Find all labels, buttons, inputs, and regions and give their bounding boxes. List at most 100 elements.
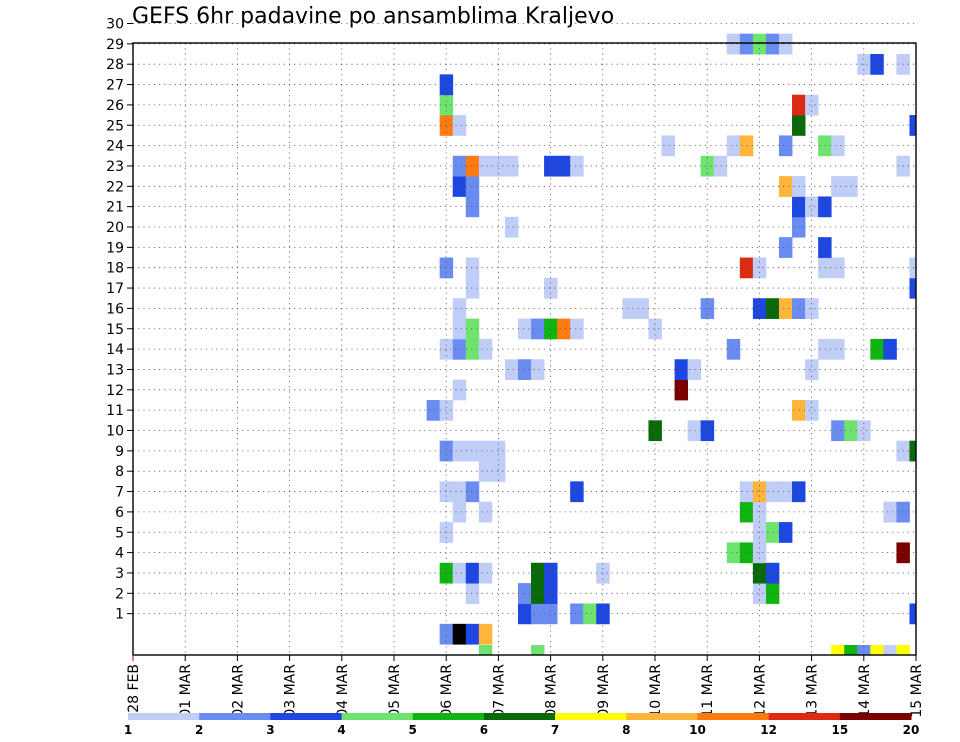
x-tick-label: 05 MAR — [387, 664, 403, 718]
y-tick-label: 10 — [106, 424, 124, 440]
precip-cell — [478, 440, 493, 462]
precip-cell — [465, 583, 480, 604]
precip-cell — [478, 461, 493, 482]
precip-cell — [452, 562, 467, 584]
y-tick-label: 30 — [106, 17, 124, 33]
y-tick-label: 20 — [106, 220, 124, 236]
precip-cell — [452, 440, 467, 462]
y-tick-label: 1 — [115, 607, 124, 623]
precip-cell — [831, 135, 845, 157]
precip-cell — [596, 603, 610, 625]
x-tick-label: 04 MAR — [335, 664, 351, 718]
colorbar-label: 20 — [903, 723, 920, 737]
precip-cell — [739, 257, 754, 279]
precip-cell — [896, 645, 910, 656]
precip-cell — [831, 645, 845, 656]
precip-cell — [517, 359, 532, 381]
precip-cell — [752, 583, 767, 604]
precip-cell — [661, 135, 675, 157]
precip-cell — [478, 338, 493, 360]
y-tick-label: 13 — [106, 362, 124, 378]
y-tick-label: 28 — [106, 57, 124, 73]
precip-cell — [426, 399, 441, 421]
precip-cell — [531, 562, 545, 584]
x-tick-label: 02 MAR — [230, 664, 246, 718]
precip-cell — [452, 501, 467, 523]
precip-cell — [739, 501, 754, 523]
y-tick-label: 21 — [106, 200, 124, 216]
precip-cell — [491, 461, 506, 482]
colorbar-swatch — [768, 713, 841, 720]
x-tick-label: 11 MAR — [700, 664, 716, 718]
chart-title: GEFS 6hr padavine po ansamblima Kraljevo — [132, 4, 615, 29]
x-tick-label: 03 MAR — [283, 664, 299, 718]
precip-cell — [478, 501, 493, 523]
precip-cell — [465, 277, 480, 299]
precip-cell — [883, 338, 897, 360]
precip-cell — [465, 481, 480, 503]
y-axis: 1234567891011121314151617181920212223242… — [106, 17, 133, 623]
precip-cell — [465, 155, 480, 177]
x-tick-label: 01 MAR — [178, 664, 194, 718]
colorbar-swatch — [697, 713, 770, 720]
x-tick-label: 08 MAR — [544, 664, 560, 718]
precip-cell — [531, 603, 545, 625]
precip-cell — [531, 318, 545, 340]
colorbar-label: 4 — [337, 723, 345, 737]
precip-cell — [687, 359, 702, 381]
precip-cell — [531, 359, 545, 381]
precip-cell — [700, 420, 715, 442]
y-tick-label: 7 — [115, 485, 124, 501]
precip-cell — [883, 645, 897, 656]
colorbar-label: 10 — [689, 723, 706, 737]
y-tick-label: 15 — [106, 322, 124, 338]
y-tick-label: 29 — [106, 37, 124, 53]
precip-cell — [491, 155, 506, 177]
x-tick-label: 12 MAR — [752, 664, 768, 718]
colorbar-swatch — [199, 713, 271, 720]
precip-cell — [805, 359, 819, 381]
colorbar-swatch — [555, 713, 627, 720]
precip-cell — [452, 176, 467, 197]
precip-cell — [739, 542, 754, 564]
precip-cell — [648, 318, 662, 340]
y-tick-label: 23 — [106, 159, 124, 175]
y-tick-label: 12 — [106, 383, 124, 399]
colorbar: 1 2 3 4 5 6 7 8 10 12 15 20 — [124, 713, 920, 737]
precip-cell — [544, 562, 558, 584]
y-tick-label: 17 — [106, 281, 124, 297]
y-tick-label: 26 — [106, 98, 124, 114]
precip-cell — [465, 338, 480, 360]
precip-cell — [439, 338, 454, 360]
precip-cell — [439, 440, 454, 462]
precip-cell — [557, 155, 571, 177]
y-tick-label: 8 — [115, 464, 124, 480]
precip-cell — [909, 603, 917, 625]
precip-cell — [570, 603, 584, 625]
x-tick-label: 13 MAR — [805, 664, 821, 718]
colorbar-label: 12 — [760, 723, 777, 737]
precip-cell — [465, 318, 480, 340]
x-tick-label: 09 MAR — [596, 664, 612, 718]
precip-cell — [909, 257, 917, 279]
y-tick-label: 2 — [115, 586, 124, 602]
y-tick-label: 16 — [106, 301, 124, 317]
precip-cell — [439, 94, 454, 116]
precip-cell — [700, 155, 715, 177]
x-tick-label: 07 MAR — [491, 664, 507, 718]
precip-cell — [465, 562, 480, 584]
precip-cell — [857, 645, 871, 656]
y-tick-label: 25 — [106, 118, 124, 134]
precip-cell — [544, 155, 558, 177]
precip-cell — [909, 115, 917, 136]
precip-cell — [439, 257, 454, 279]
precip-cell — [439, 115, 454, 136]
y-tick-label: 18 — [106, 261, 124, 277]
precip-cell — [713, 155, 728, 177]
precip-cell — [778, 481, 793, 503]
colorbar-swatch — [839, 713, 912, 720]
y-tick-label: 5 — [115, 525, 124, 541]
y-tick-label: 27 — [106, 78, 124, 94]
precip-cell — [517, 318, 532, 340]
